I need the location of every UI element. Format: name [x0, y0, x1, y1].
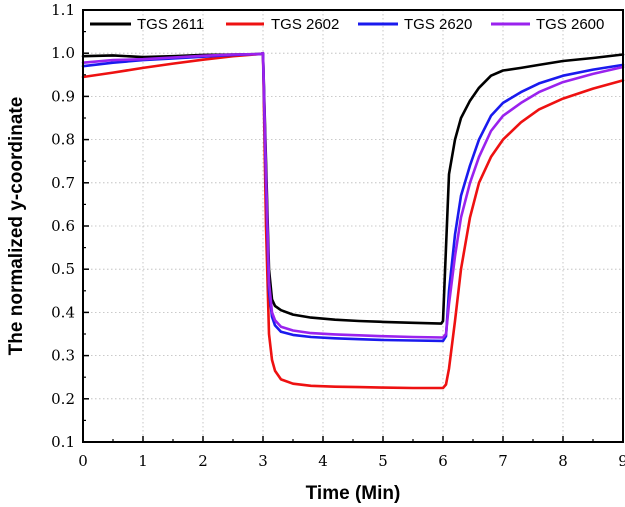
x-tick-label: 5: [378, 452, 388, 470]
y-tick-label: 0.6: [51, 217, 75, 235]
legend-label-tgs-2620: TGS 2620: [404, 16, 472, 33]
y-tick-label: 0.9: [51, 87, 75, 105]
x-tick-label: 8: [558, 452, 568, 470]
x-tick-label: 1: [138, 452, 148, 470]
x-tick-label: 3: [258, 452, 268, 470]
legend: TGS 2611 TGS 2602 TGS 2620 TGS 2600: [90, 16, 604, 33]
y-axis-title: The normalized y-coordinate: [6, 97, 27, 356]
y-tick-label: 0.5: [51, 260, 75, 278]
x-axis-title: Time (Min): [306, 483, 401, 504]
x-tick-label: 4: [318, 452, 328, 470]
x-tick-label: 0: [78, 452, 88, 470]
y-tick-label: 1.1: [51, 1, 75, 19]
ticks: 0 1 2 3 4 5 6 7 8 9 0.1 0.2 0.3 0.4 0.5 0.6 0.7 0.8 0.9 1.0…: [51, 1, 625, 470]
y-tick-label: 0.1: [51, 433, 75, 451]
series-line-tgs-2600: [81, 51, 625, 339]
x-tick-label: 2: [198, 452, 208, 470]
y-tick-label: 0.7: [51, 174, 75, 192]
y-tick-label: 0.2: [51, 390, 75, 408]
series-layer: [81, 51, 625, 390]
y-tick-label: 0.3: [51, 347, 75, 365]
y-tick-label: 1.0: [51, 44, 75, 62]
x-tick-label: 9: [618, 452, 625, 470]
x-tick-label: 6: [438, 452, 448, 470]
y-tick-label: 0.4: [51, 303, 75, 321]
legend-label-tgs-2602: TGS 2602: [271, 16, 339, 33]
series-line-tgs-2611: [81, 51, 625, 325]
y-tick-label: 0.8: [51, 131, 75, 149]
legend-label-tgs-2611: TGS 2611: [137, 16, 204, 33]
legend-label-tgs-2600: TGS 2600: [536, 16, 604, 33]
grid: [83, 10, 623, 442]
x-tick-label: 7: [498, 452, 508, 470]
